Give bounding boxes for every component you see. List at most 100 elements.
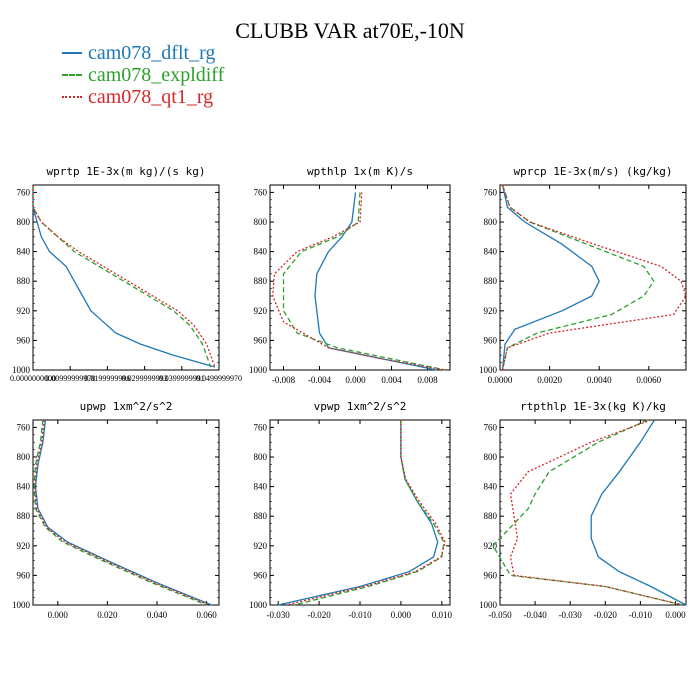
y-tick-label: 880	[254, 511, 268, 521]
series-line-cam078_qt1_rg	[32, 185, 216, 368]
x-tick-label: -0.020	[594, 610, 618, 620]
x-tick-label: 0.060	[196, 610, 217, 620]
y-tick-label: 960	[17, 335, 31, 345]
series-line-cam078_expldiff	[282, 192, 446, 371]
y-tick-label: 880	[484, 511, 498, 521]
x-tick-label: 0.0299999993	[122, 374, 168, 383]
y-tick-label: 800	[484, 217, 498, 227]
plot-frame	[32, 419, 220, 606]
x-tick-label: -0.010	[348, 610, 372, 620]
panel-title: wpthlp 1x(m K)/s	[307, 165, 413, 178]
plot-frame	[499, 419, 687, 606]
y-tick-label: 960	[254, 335, 268, 345]
legend-item-dflt: cam078_dflt_rg	[62, 42, 224, 64]
y-tick-label: 920	[17, 306, 31, 316]
legend-item-qt1: cam078_qt1_rg	[62, 86, 224, 108]
x-tick-label: 0.004	[381, 375, 402, 385]
y-tick-label: 840	[17, 247, 31, 257]
panel-title: wprtp 1E-3x(m kg)/(s kg)	[47, 165, 206, 178]
x-tick-label: 0.000	[391, 610, 412, 620]
legend-item-expldiff: cam078_expldiff	[62, 64, 224, 86]
panel-4: upwp 1xm^2/s^2 760 800 840 880 920 960 1000 0.00…	[12, 400, 220, 620]
panel-2: wpthlp 1x(m K)/s 760 800 840 880 920 960 1000 -0…	[249, 165, 451, 385]
y-tick-label: 760	[484, 187, 498, 197]
y-tick-label: 1000	[249, 600, 268, 610]
x-tick-label: -0.010	[629, 610, 653, 620]
legend-swatch	[62, 96, 82, 98]
x-tick-label: 0.040	[147, 610, 168, 620]
panel-title: vpwp 1xm^2/s^2	[314, 400, 407, 413]
y-tick-label: 1000	[479, 365, 498, 375]
series-line-cam078_qt1_rg	[34, 419, 210, 606]
x-tick-label: 0.0000	[488, 375, 513, 385]
x-tick-label: -0.008	[272, 375, 296, 385]
panel-5: vpwp 1xm^2/s^27608008408809209601000-0.0…	[249, 400, 452, 620]
y-tick-label: 1000	[249, 365, 268, 375]
x-tick-label: 0.0060	[636, 375, 661, 385]
x-tick-label: 0.008	[417, 375, 438, 385]
x-tick-label: -0.050	[488, 610, 512, 620]
plot-frame	[499, 184, 687, 371]
panel-title: upwp 1xm^2/s^2	[80, 400, 173, 413]
y-tick-label: 800	[17, 452, 31, 462]
series-line-cam078_qt1_rg	[501, 184, 687, 371]
y-tick-label: 800	[254, 217, 268, 227]
y-tick-label: 760	[484, 422, 498, 432]
series-line-cam078_dflt_rg	[34, 419, 212, 606]
x-tick-label: -0.030	[559, 610, 583, 620]
x-tick-label: 0.000	[665, 610, 686, 620]
legend: cam078_dflt_rg cam078_expldiff cam078_qt…	[62, 42, 224, 108]
y-tick-label: 880	[17, 511, 31, 521]
panel-3: wprcp 1E-3x(m/s) (kg/kg) 760 800 840 880 920 9…	[479, 165, 687, 385]
x-tick-label: -0.020	[307, 610, 331, 620]
y-tick-label: 840	[17, 482, 31, 492]
legend-swatch	[62, 52, 82, 54]
series-line-cam078_qt1_rg	[509, 419, 683, 606]
series-line-cam078_dflt_rg	[501, 184, 600, 371]
legend-label: cam078_expldiff	[88, 64, 225, 86]
y-tick-label: 760	[254, 187, 268, 197]
x-tick-label: 0.0040	[587, 375, 612, 385]
y-tick-label: 920	[484, 541, 498, 551]
y-tick-label: 920	[484, 306, 498, 316]
x-tick-label: 0.00999999978	[45, 374, 95, 383]
series-line-cam078_expldiff	[32, 185, 212, 368]
x-tick-label: 0.000	[345, 375, 366, 385]
y-tick-label: 920	[254, 541, 268, 551]
y-tick-label: 840	[254, 482, 268, 492]
y-tick-label: 840	[484, 247, 498, 257]
y-tick-label: 800	[254, 452, 268, 462]
series-line-cam078_dflt_rg	[314, 192, 437, 371]
x-tick-label: -0.030	[267, 610, 291, 620]
x-tick-label: 0.0399999991	[159, 374, 205, 383]
y-tick-label: 880	[17, 276, 31, 286]
y-tick-label: 960	[484, 335, 498, 345]
legend-label: cam078_qt1_rg	[88, 86, 214, 108]
series-line-cam078_expldiff	[501, 184, 655, 371]
x-tick-label: 0.000	[48, 610, 69, 620]
panel-1: wprtp 1E-3x(m kg)/(s kg) 760 800 840 880 920 9…	[10, 165, 242, 383]
series-line-cam078_expldiff	[492, 419, 683, 606]
x-tick-label: -0.040	[523, 610, 547, 620]
y-tick-label: 920	[254, 306, 268, 316]
y-tick-label: 960	[254, 570, 268, 580]
legend-label: cam078_dflt_rg	[88, 42, 216, 64]
series-line-cam078_qt1_rg	[272, 192, 446, 371]
x-tick-label: 0.020	[97, 610, 118, 620]
y-tick-label: 1000	[12, 365, 31, 375]
plot-frame	[269, 419, 451, 606]
series-line-cam078_expldiff	[294, 420, 445, 606]
x-tick-label: 0.010	[432, 610, 453, 620]
x-tick-label: -0.004	[308, 375, 332, 385]
panel-title: wprcp 1E-3x(m/s) (kg/kg)	[514, 165, 673, 178]
series-line-cam078_dflt_rg	[278, 420, 439, 606]
y-tick-label: 920	[17, 541, 31, 551]
y-tick-label: 840	[254, 247, 268, 257]
y-tick-label: 760	[17, 187, 31, 197]
series-line-cam078_dflt_rg	[32, 185, 216, 368]
y-tick-label: 1000	[479, 600, 498, 610]
y-tick-label: 800	[484, 452, 498, 462]
series-line-cam078_dflt_rg	[590, 419, 687, 606]
y-tick-label: 1000	[12, 600, 31, 610]
